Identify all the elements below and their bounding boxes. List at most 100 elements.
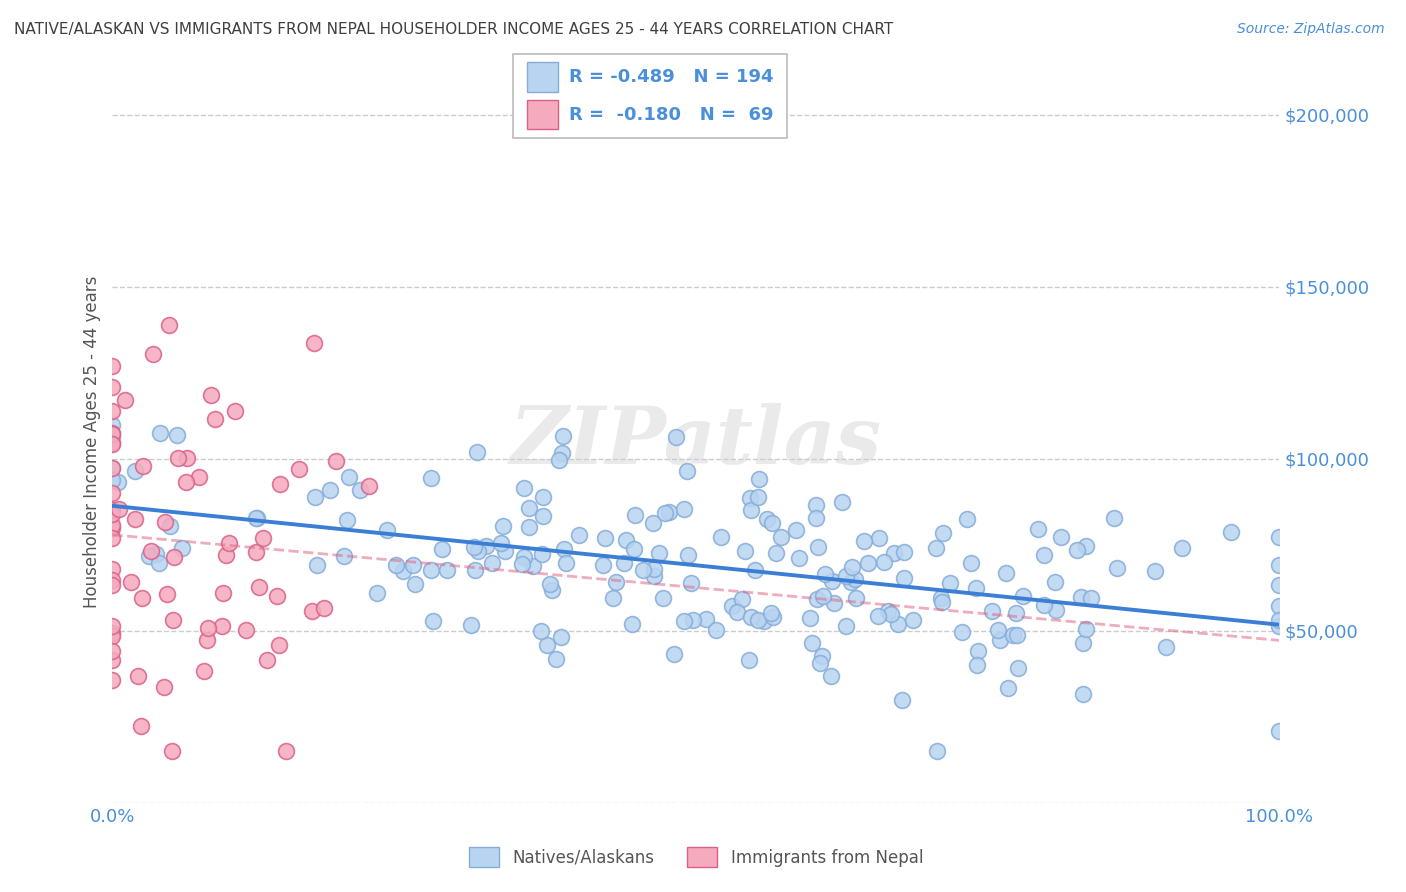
Point <box>806 591 828 606</box>
Point <box>554 556 576 570</box>
Point <box>460 618 482 632</box>
Point <box>756 511 779 525</box>
Point <box>517 501 540 516</box>
Point <box>740 502 762 516</box>
Point <box>658 505 681 519</box>
Point <box>682 613 704 627</box>
Point <box>725 605 748 619</box>
Point <box>287 462 309 476</box>
Point <box>538 577 561 591</box>
Point <box>162 614 184 628</box>
Point <box>980 604 1002 618</box>
Point <box>101 436 124 450</box>
Point <box>101 618 124 632</box>
Point <box>1268 578 1291 592</box>
Point <box>835 619 858 633</box>
Point <box>1080 591 1102 605</box>
Point <box>359 479 381 493</box>
Point <box>925 541 948 556</box>
Point <box>845 591 868 605</box>
Point <box>748 472 770 486</box>
Point <box>624 508 647 522</box>
Point <box>986 623 1008 637</box>
Point <box>738 491 761 505</box>
Point <box>156 587 179 601</box>
Point <box>1032 548 1054 562</box>
Point <box>761 516 783 530</box>
Point <box>997 681 1019 695</box>
Point <box>841 560 863 574</box>
Point <box>153 516 176 530</box>
Point <box>101 531 124 545</box>
Point <box>1154 640 1177 654</box>
Point <box>422 615 444 629</box>
Point <box>621 616 644 631</box>
Point <box>592 558 614 572</box>
Point <box>101 503 124 517</box>
Point <box>159 519 181 533</box>
Point <box>1268 613 1291 627</box>
Point <box>873 555 896 569</box>
Point <box>157 318 180 332</box>
Point <box>404 577 426 591</box>
Point <box>893 571 915 585</box>
Point <box>1268 619 1291 633</box>
Point <box>101 521 124 535</box>
Point <box>375 523 398 537</box>
Point <box>752 614 775 628</box>
Point <box>245 545 267 559</box>
Point <box>101 460 124 475</box>
Point <box>517 519 540 533</box>
Point <box>593 531 616 545</box>
Point <box>1268 599 1291 613</box>
Point <box>673 502 696 516</box>
Point <box>120 574 142 589</box>
Point <box>1074 622 1097 636</box>
Text: R =  -0.180   N =  69: R = -0.180 N = 69 <box>569 105 773 124</box>
Point <box>648 546 671 560</box>
Point <box>856 556 879 570</box>
Point <box>531 508 554 523</box>
Point <box>131 591 153 605</box>
Point <box>901 613 924 627</box>
Point <box>101 437 124 451</box>
Point <box>193 664 215 678</box>
Point <box>804 510 827 524</box>
Point <box>536 639 558 653</box>
Point <box>995 566 1018 581</box>
Point <box>1066 542 1088 557</box>
Point <box>932 526 955 541</box>
Point <box>333 549 356 563</box>
Point <box>267 638 290 652</box>
Point <box>785 523 807 537</box>
Point <box>891 693 914 707</box>
Point <box>893 545 915 559</box>
Point <box>127 669 149 683</box>
Point <box>831 495 853 509</box>
Point <box>337 470 360 484</box>
Point <box>1268 558 1291 573</box>
Point <box>1268 724 1291 739</box>
Point <box>720 599 742 613</box>
Point <box>931 594 953 608</box>
Text: Source: ZipAtlas.com: Source: ZipAtlas.com <box>1237 22 1385 37</box>
Point <box>489 536 512 550</box>
Point <box>1076 540 1098 554</box>
Point <box>464 563 486 577</box>
Point <box>312 601 335 615</box>
Point <box>695 612 717 626</box>
Point <box>844 572 866 586</box>
Point <box>349 483 371 497</box>
Point <box>510 557 533 571</box>
Point <box>765 546 787 560</box>
Point <box>107 475 129 489</box>
Point <box>465 445 488 459</box>
Point <box>101 573 124 587</box>
Point <box>1071 635 1094 649</box>
Point <box>245 511 267 525</box>
Point <box>101 473 124 487</box>
Point <box>101 652 124 666</box>
Point <box>1043 575 1066 590</box>
Point <box>432 541 454 556</box>
Point <box>950 624 973 639</box>
